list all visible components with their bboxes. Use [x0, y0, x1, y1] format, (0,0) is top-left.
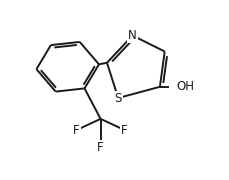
Text: N: N: [128, 29, 136, 42]
Text: F: F: [121, 124, 127, 137]
Text: OH: OH: [175, 80, 193, 93]
Text: F: F: [73, 124, 79, 137]
Text: S: S: [114, 91, 121, 105]
Text: F: F: [97, 141, 104, 154]
